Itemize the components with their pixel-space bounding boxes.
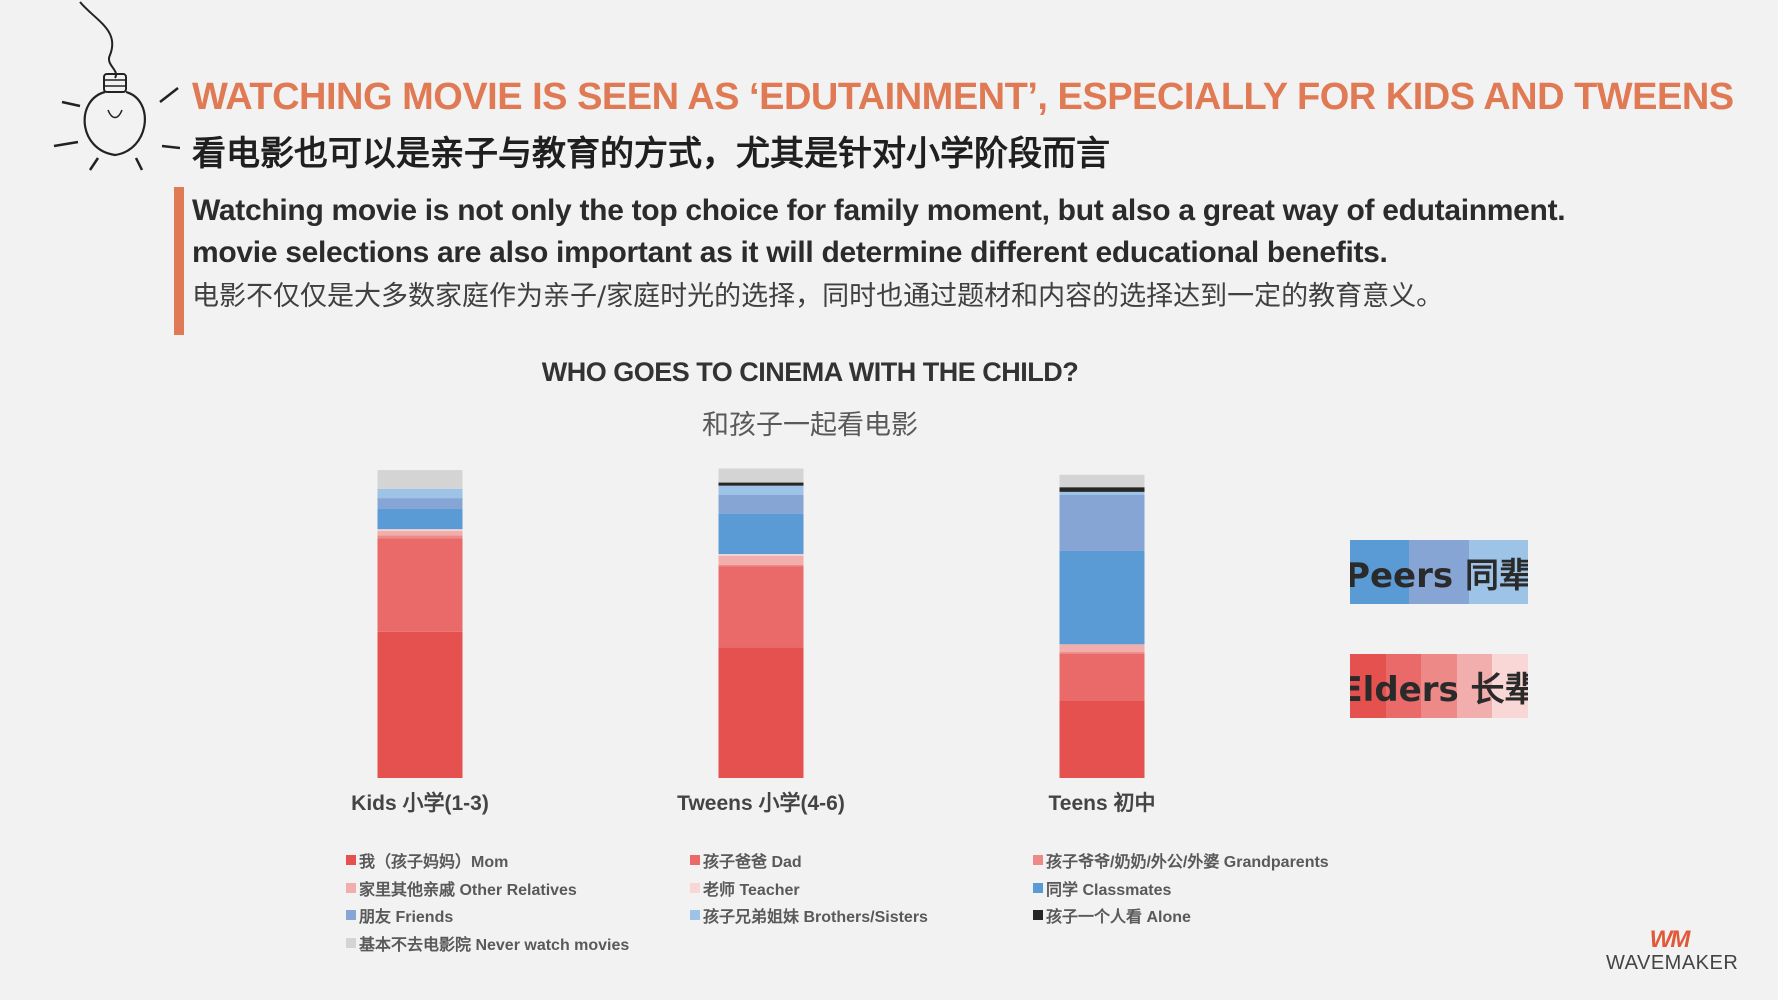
bar-segment [718,564,804,567]
color-stripe [1350,654,1386,718]
bar-segment [1059,700,1145,778]
chart-subtitle: 和孩子一起看电影 [702,410,918,441]
bar-segment [377,530,463,536]
legend-label: 我（孩子妈妈）Mom [359,854,509,871]
bar-segment [1059,653,1145,701]
color-stripe [1350,540,1410,604]
bar-segment [377,535,463,539]
bar-segment [1059,644,1145,653]
legend-swatch [346,883,356,893]
bar-segment [1059,474,1145,488]
bar-segment [377,529,463,531]
bar-segment [718,566,804,648]
category-label: Kids 小学(1-3) [351,791,489,815]
category-label: Teens 初中 [1049,791,1156,815]
legend-label: 孩子一个人看 Alone [1046,909,1191,926]
legend-item: 孩子爷爷/奶奶/外公/外婆 Grandparents [1033,848,1329,872]
bar-segment [377,538,463,632]
lightbulb-icon [53,1,180,171]
category-label: Tweens 小学(4-6) [677,791,845,815]
elders-label: Elders 长辈 [1350,669,1528,710]
legend-swatch [346,855,356,865]
summary-line-2: movie selections are also important as i… [192,236,1388,269]
bar-segment [718,485,804,495]
bar-segment [1059,491,1145,495]
bar-segment [377,631,463,778]
legend-item: 孩子爸爸 Dad [690,848,802,872]
bar-segment [1059,550,1145,645]
page-title: WATCHING MOVIE IS SEEN AS ‘EDUTAINMENT’,… [192,76,1734,118]
color-stripe [1468,540,1528,604]
legend-item: 基本不去电影院 Never watch movies [346,931,629,955]
bar-segment [718,468,804,483]
bar-segment [377,470,463,489]
legend-label: 家里其他亲戚 Other Relatives [359,882,577,899]
legend-swatch [1033,883,1043,893]
bar-segment [718,494,804,514]
bar-segment [718,555,804,565]
legend-label: 孩子爸爸 Dad [703,854,802,871]
summary-english: Watching movie is not only the top choic… [192,190,1752,274]
legend-item: 老师 Teacher [690,876,800,900]
legend-swatch [1033,855,1043,865]
bar-segment [377,508,463,530]
bar-segment [718,482,804,486]
peers-group-box: Peers 同辈 [1350,540,1528,604]
legend-item: 孩子一个人看 Alone [1033,903,1191,927]
bar-segment [1059,494,1145,551]
color-stripe [1409,540,1469,604]
legend-label: 基本不去电影院 Never watch movies [359,937,630,954]
summary-line-1: Watching movie is not only the top choic… [192,194,1566,227]
legend-label: 孩子爷爷/奶奶/外公/外婆 Grandparents [1046,854,1329,871]
legend-swatch [346,910,356,920]
legend-label: 老师 Teacher [703,882,800,899]
legend-swatch [690,910,700,920]
legend-swatch [346,938,356,948]
summary-chinese: 电影不仅仅是大多数家庭作为亲子/家庭时光的选择，同时也通过题材和内容的选择达到一… [192,281,1444,312]
bar-segment [718,647,804,778]
legend-label: 孩子兄弟姐妹 Brothers/Sisters [703,909,928,926]
elders-group-box: Elders 长辈 [1350,654,1528,718]
legend-swatch [690,883,700,893]
legend-label: 同学 Classmates [1046,882,1172,899]
bar-segment [718,554,804,556]
bar-segment [377,488,463,499]
legend-item: 朋友 Friends [346,903,453,927]
legend-item: 孩子兄弟姐妹 Brothers/Sisters [690,903,928,927]
legend-swatch [690,855,700,865]
chart-title: WHO GOES TO CINEMA WITH THE CHILD? [541,357,1079,387]
color-stripe [1385,654,1422,718]
wavemaker-logo-text: WAVEMAKER [1606,952,1739,974]
bar-segment [718,513,804,555]
color-stripe [1492,654,1528,718]
color-stripe [1456,654,1493,718]
legend-label: 朋友 Friends [359,909,454,926]
legend-swatch [1033,910,1043,920]
bar-segment [377,498,463,509]
legend-item: 家里其他亲戚 Other Relatives [346,876,577,900]
peers-label: Peers 同辈 [1350,555,1528,596]
wavemaker-logo-mark: WM [1649,926,1691,953]
bar-segment [1059,652,1145,654]
page-title-chinese: 看电影也可以是亲子与教育的方式，尤其是针对小学阶段而言 [192,134,1110,174]
legend-item: 我（孩子妈妈）Mom [346,848,508,872]
accent-bar [174,187,184,335]
color-stripe [1421,654,1457,718]
legend-item: 同学 Classmates [1033,876,1171,900]
bar-segment [1059,487,1145,492]
